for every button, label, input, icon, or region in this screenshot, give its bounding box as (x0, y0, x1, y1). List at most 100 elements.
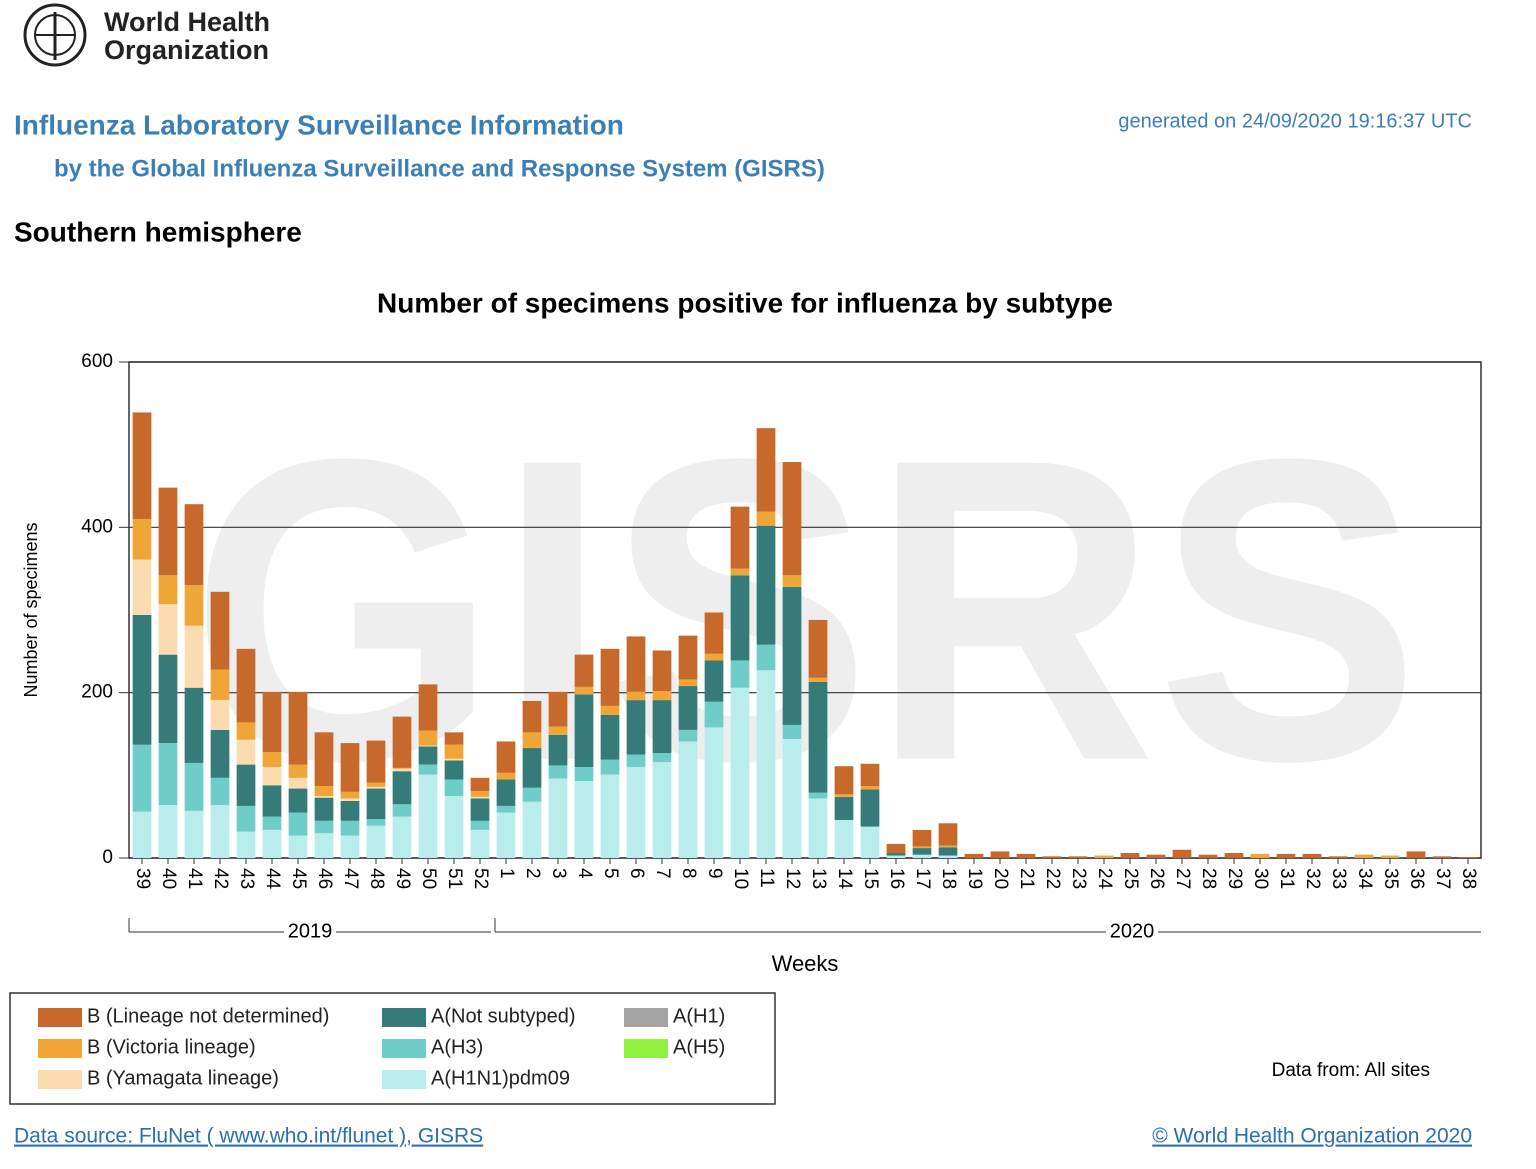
bar-segment (392, 816, 412, 858)
bar-segment (1276, 853, 1296, 858)
bar-segment (1328, 856, 1348, 858)
legend-label: A(H1) (673, 1005, 725, 1027)
bar-segment (470, 791, 490, 797)
bar-segment (340, 800, 360, 821)
bar-segment (366, 788, 386, 820)
bar-segment (1458, 857, 1478, 858)
bar-segment (418, 774, 438, 858)
x-tick-label: 20 (990, 868, 1011, 889)
bar-segment (1094, 855, 1114, 858)
bar-segment (132, 744, 152, 812)
bar-segment (236, 648, 256, 723)
bar-segment (860, 826, 880, 858)
copyright-link[interactable]: © World Health Organization 2020 (1152, 1125, 1472, 1148)
bar-segment (808, 792, 828, 799)
bar-segment (652, 762, 672, 858)
bar-segment (236, 831, 256, 858)
bar-segment (704, 612, 724, 654)
bar-segment (626, 767, 646, 858)
bar-segment (1120, 853, 1140, 858)
bar-segment (210, 805, 230, 858)
x-tick-label: 9 (704, 868, 725, 879)
year-label: 2019 (288, 920, 333, 942)
x-tick-label: 37 (1432, 868, 1453, 889)
x-tick-label: 7 (652, 868, 673, 879)
legend-box (9, 992, 776, 1105)
bar-segment (184, 810, 204, 858)
x-tick-label: 41 (184, 868, 205, 889)
bar-segment (834, 766, 854, 795)
bar-segment (912, 848, 932, 855)
bar-segment (1380, 855, 1400, 858)
bar-segment (912, 829, 932, 847)
bar-segment (470, 798, 490, 821)
bar-segment (600, 759, 620, 775)
bar-segment (756, 511, 776, 526)
bar-segment (132, 614, 152, 745)
x-tick-label: 32 (1302, 868, 1323, 889)
x-tick-label: 35 (1380, 868, 1401, 889)
bar-segment (262, 752, 282, 768)
bar-segment (444, 758, 464, 761)
bar-segment (158, 654, 178, 744)
bar-segment (808, 681, 828, 793)
bar-segment (392, 716, 412, 768)
bar-segment (470, 796, 490, 799)
bar-segment (470, 829, 490, 858)
bar-segment (444, 796, 464, 858)
bar-segment (496, 805, 516, 813)
bar-segment (938, 855, 958, 858)
legend-swatch (38, 1039, 82, 1058)
bar-segment (340, 791, 360, 799)
bar-segment (834, 794, 854, 797)
bar-segment (964, 853, 984, 858)
source-link[interactable]: Data source: FluNet ( www.who.int/flunet… (14, 1125, 483, 1148)
bar-segment (314, 820, 334, 834)
x-tick-label: 3 (548, 868, 569, 879)
x-tick-label: 48 (366, 868, 387, 889)
bar-segment (574, 694, 594, 768)
bar-segment (314, 797, 334, 821)
bar-segment (132, 519, 152, 560)
bar-segment (782, 724, 802, 739)
bar-segment (522, 748, 542, 788)
bar-segment (158, 743, 178, 806)
bar-segment (496, 772, 516, 780)
x-tick-label: 43 (236, 868, 257, 889)
bar-segment (756, 428, 776, 512)
bar-segment (912, 846, 932, 849)
bar-segment (392, 767, 412, 769)
bar-segment (444, 760, 464, 780)
bar-segment (834, 819, 854, 858)
bar-segment (444, 744, 464, 759)
bar-segment (834, 796, 854, 820)
bar-segment (158, 805, 178, 858)
logo: World Health Organization (23, 3, 270, 67)
bar-segment (288, 788, 308, 813)
bar-segment (912, 854, 932, 858)
bar-segment (600, 714, 620, 760)
bar-segment (392, 804, 412, 817)
bar-segment (314, 786, 334, 796)
x-tick-label: 13 (808, 868, 829, 889)
bar-segment (496, 741, 516, 773)
x-tick-label: 34 (1354, 868, 1375, 890)
bar-segment (990, 851, 1010, 858)
x-tick-label: 31 (1276, 868, 1297, 889)
generated: generated on 24/09/2020 19:16:37 UTC (1118, 110, 1472, 132)
chart: Number of specimens positive for influen… (21, 287, 1113, 975)
bar-segment (756, 670, 776, 858)
bar-segment (730, 575, 750, 661)
bar-segment (444, 732, 464, 745)
bar-segment (860, 789, 880, 827)
bar-segment (782, 738, 802, 858)
bar-segment (1146, 854, 1166, 858)
bar-segment (522, 801, 542, 858)
bar-segment (782, 462, 802, 576)
bar-segment (158, 487, 178, 576)
bar-segment (288, 835, 308, 858)
bar-segment (366, 786, 386, 789)
bar-segment (418, 684, 438, 731)
bar-segment (574, 767, 594, 782)
